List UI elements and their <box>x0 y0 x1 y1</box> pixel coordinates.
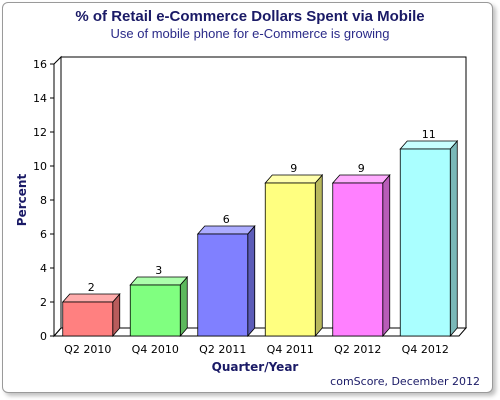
y-tick-label: 10 <box>33 160 47 173</box>
bar-value-label: 11 <box>422 128 436 141</box>
bar-side-face <box>449 139 458 338</box>
y-tick-label: 4 <box>40 262 47 275</box>
bar-side-face <box>179 275 188 338</box>
bar-side-face <box>382 173 391 338</box>
y-tick-label: 6 <box>40 228 47 241</box>
y-tick-label: 8 <box>40 194 47 207</box>
bar-front-face <box>129 284 181 337</box>
plot-back-wall <box>60 56 467 329</box>
source-note: comScore, December 2012 <box>330 375 480 388</box>
bar-front-face <box>399 148 451 337</box>
bar-front-face <box>264 182 316 337</box>
bar: 9 <box>264 162 324 338</box>
bar: 9 <box>331 162 391 338</box>
y-tick-label: 0 <box>40 330 47 343</box>
bar-top-face <box>129 276 189 286</box>
bar-value-label: 9 <box>290 162 297 175</box>
bar-top-face <box>264 174 324 184</box>
y-tick-label: 14 <box>33 92 47 105</box>
bar-top-face <box>399 140 459 150</box>
bar-front-face <box>62 301 114 337</box>
bar-top-face <box>331 174 391 184</box>
bar-value-label: 2 <box>88 281 95 294</box>
x-category-label: Q4 2012 <box>402 343 449 356</box>
bar: 11 <box>399 128 459 338</box>
bar-value-label: 9 <box>358 162 365 175</box>
bar-value-label: 3 <box>155 264 162 277</box>
x-category-label: Q4 2011 <box>267 343 314 356</box>
chart-title: % of Retail e-Commerce Dollars Spent via… <box>75 8 424 25</box>
chart-subtitle: Use of mobile phone for e-Commerce is gr… <box>111 26 390 41</box>
x-category-label: Q2 2011 <box>199 343 246 356</box>
bar-front-face <box>332 182 384 337</box>
bar-value-label: 6 <box>223 213 230 226</box>
bars: 2 3 6 9 9 11 <box>61 128 459 338</box>
y-tick-label: 2 <box>40 296 47 309</box>
y-axis-ticks: 0 2 4 6 8 10 12 14 16 <box>33 58 54 343</box>
y-tick-label: 12 <box>33 126 47 139</box>
bar: 6 <box>196 213 256 338</box>
x-category-label: Q2 2012 <box>334 343 381 356</box>
x-category-label: Q4 2010 <box>132 343 179 356</box>
bar-top-face <box>61 293 121 303</box>
bar: 3 <box>129 264 189 338</box>
bar-side-face <box>314 173 323 338</box>
y-axis-label: Percent <box>15 174 29 227</box>
y-tick-label: 16 <box>33 58 47 71</box>
x-category-label: Q2 2010 <box>64 343 111 356</box>
x-axis-label: Quarter/Year <box>212 360 299 374</box>
plot-left-wall <box>53 55 62 338</box>
bar-top-face <box>196 225 256 235</box>
x-axis-categories: Q2 2010 Q4 2010 Q2 2011 Q4 2011 Q2 2012 Q4 20… <box>64 343 449 356</box>
bar: 2 <box>61 281 121 338</box>
bar-side-face <box>247 224 256 338</box>
bar-front-face <box>197 233 249 337</box>
